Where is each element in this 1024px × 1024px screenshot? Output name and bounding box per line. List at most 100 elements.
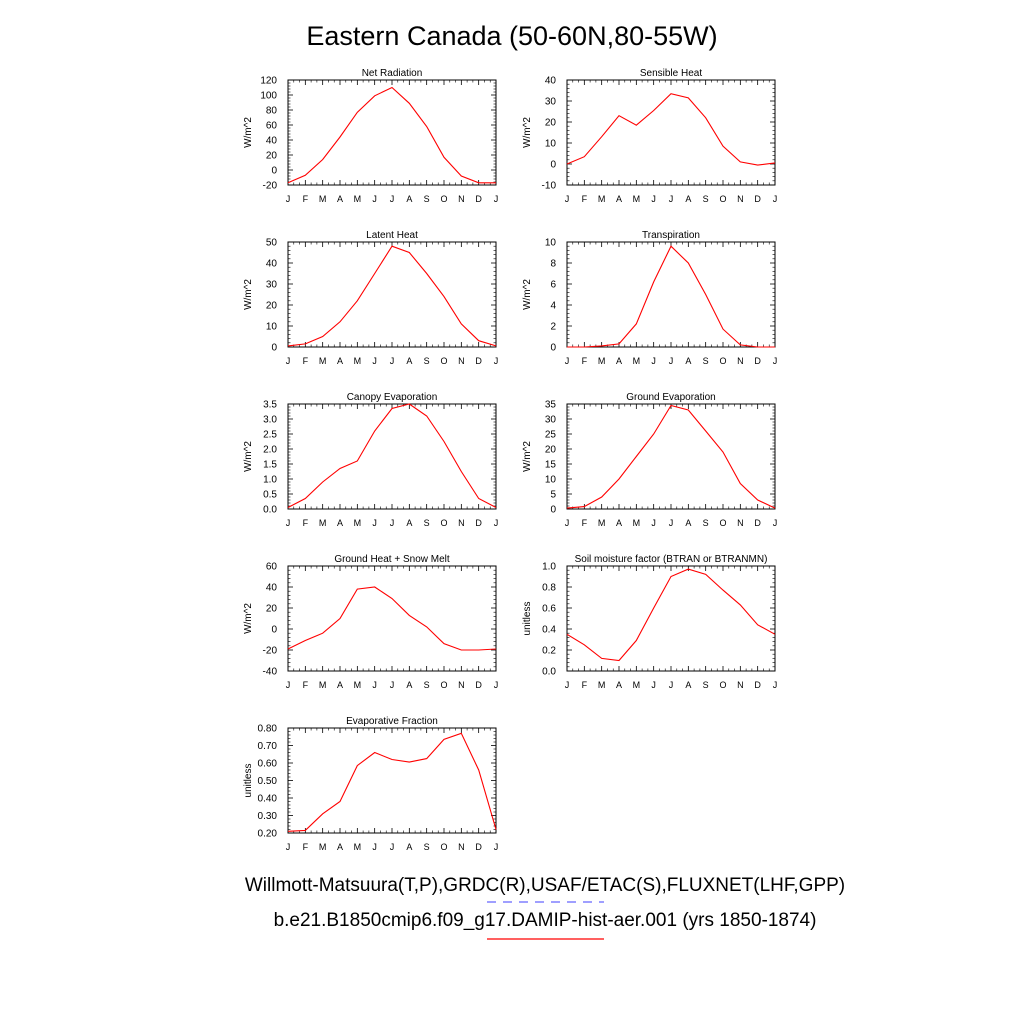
x-tick-label: A xyxy=(616,680,622,690)
plot-frame xyxy=(566,403,776,510)
x-tick-label: F xyxy=(582,680,588,690)
x-tick-label: A xyxy=(406,842,412,852)
x-tick-label: D xyxy=(754,518,761,528)
x-tick-label: J xyxy=(773,518,778,528)
x-tick-label: J xyxy=(390,842,395,852)
x-tick-label: N xyxy=(458,842,465,852)
x-tick-label: J xyxy=(494,518,499,528)
x-tick-label: J xyxy=(286,680,291,690)
x-tick-label: J xyxy=(565,356,570,366)
y-axis-label: unitless xyxy=(522,602,533,636)
plot-frame xyxy=(287,79,497,186)
y-tick-label: 120 xyxy=(260,76,277,87)
x-tick-label: N xyxy=(458,356,465,366)
y-tick-label: 40 xyxy=(266,136,278,147)
x-tick-label: A xyxy=(406,356,412,366)
series-line xyxy=(567,245,775,348)
x-tick-label: M xyxy=(598,194,606,204)
y-axis-label: W/m^2 xyxy=(522,117,533,148)
x-tick-label: J xyxy=(372,194,377,204)
series-line xyxy=(287,403,497,508)
y-tick-label: 30 xyxy=(545,415,557,426)
y-tick-label: 6 xyxy=(550,280,556,291)
panel-title: Ground Evaporation xyxy=(626,392,716,403)
x-tick-label: J xyxy=(286,518,291,528)
x-tick-label: M xyxy=(633,194,641,204)
x-tick-label: J xyxy=(669,680,674,690)
series-line xyxy=(287,245,497,347)
y-tick-label: 2.0 xyxy=(263,445,277,456)
x-tick-label: M xyxy=(319,842,327,852)
x-tick-label: O xyxy=(440,194,447,204)
x-tick-label: M xyxy=(354,680,362,690)
x-tick-label: D xyxy=(475,518,482,528)
y-tick-label: 20 xyxy=(266,151,278,162)
x-tick-label: J xyxy=(372,518,377,528)
panel-title: Net Radiation xyxy=(362,68,423,79)
figure-title: Eastern Canada (50-60N,80-55W) xyxy=(306,21,717,51)
y-axis-label: W/m^2 xyxy=(243,441,254,472)
x-tick-label: N xyxy=(737,518,744,528)
y-tick-label: 4 xyxy=(550,301,556,312)
x-tick-label: J xyxy=(494,842,499,852)
y-tick-label: 3.5 xyxy=(263,400,277,411)
x-tick-label: D xyxy=(754,356,761,366)
y-axis-label: W/m^2 xyxy=(243,279,254,310)
y-tick-label: 0 xyxy=(271,625,277,636)
x-tick-label: M xyxy=(319,356,327,366)
x-tick-label: O xyxy=(719,680,726,690)
y-tick-label: 30 xyxy=(545,97,557,108)
x-tick-label: N xyxy=(458,518,465,528)
series-line xyxy=(566,93,776,166)
x-tick-label: M xyxy=(598,680,606,690)
y-tick-label: 0.80 xyxy=(258,724,278,735)
x-tick-label: J xyxy=(372,356,377,366)
y-tick-label: 1.5 xyxy=(263,460,277,471)
x-tick-label: J xyxy=(286,842,291,852)
x-tick-label: S xyxy=(703,194,709,204)
x-tick-label: D xyxy=(754,680,761,690)
y-tick-label: 1.0 xyxy=(542,562,556,573)
plot-frame xyxy=(566,241,776,348)
x-tick-label: S xyxy=(424,356,430,366)
x-tick-label: A xyxy=(685,518,691,528)
x-tick-label: J xyxy=(651,680,656,690)
x-tick-label: A xyxy=(337,680,343,690)
x-tick-label: M xyxy=(354,194,362,204)
y-tick-label: 30 xyxy=(266,280,278,291)
plot-frame xyxy=(287,565,497,672)
x-tick-label: F xyxy=(303,356,309,366)
panel-4: J F M A M J J A S O N D J0.00.51.01.52.02.53.03.5Can… xyxy=(243,392,498,528)
y-axis-label: W/m^2 xyxy=(243,603,254,634)
y-tick-label: 0.70 xyxy=(258,741,278,752)
x-tick-label: F xyxy=(582,356,588,366)
x-tick-label: A xyxy=(685,194,691,204)
x-tick-label: J xyxy=(286,356,291,366)
y-tick-label: 0.20 xyxy=(258,829,278,840)
x-tick-label: F xyxy=(582,194,588,204)
x-tick-label: J xyxy=(669,356,674,366)
y-tick-label: 60 xyxy=(266,121,278,132)
y-tick-label: 60 xyxy=(266,562,278,573)
y-tick-label: 0 xyxy=(550,505,556,516)
x-tick-label: O xyxy=(440,680,447,690)
x-tick-label: J xyxy=(773,680,778,690)
x-tick-label: M xyxy=(354,842,362,852)
x-tick-label: J xyxy=(565,680,570,690)
x-tick-label: A xyxy=(337,194,343,204)
y-tick-label: 0.8 xyxy=(542,583,556,594)
x-tick-label: J xyxy=(390,194,395,204)
x-tick-label: N xyxy=(458,680,465,690)
series-line xyxy=(566,404,776,509)
x-tick-label: M xyxy=(319,518,327,528)
y-tick-label: 2.5 xyxy=(263,430,277,441)
x-tick-label: O xyxy=(440,356,447,366)
y-tick-label: 40 xyxy=(266,259,278,270)
x-tick-label: J xyxy=(651,194,656,204)
x-tick-label: A xyxy=(685,356,691,366)
